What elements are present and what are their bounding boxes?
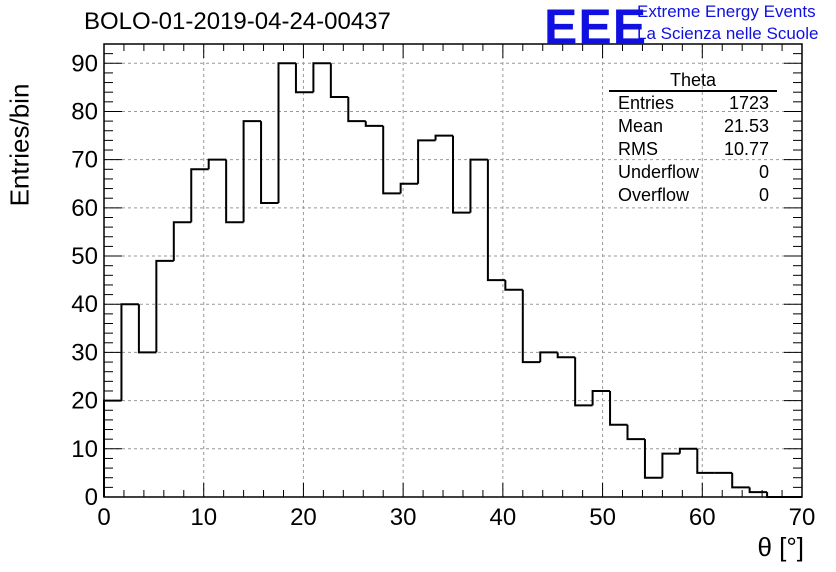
chart-title: BOLO-01-2019-04-24-00437 [84, 8, 391, 35]
histogram-bin [486, 159, 506, 282]
histogram-bin [382, 125, 401, 195]
histogram-bin [417, 139, 436, 184]
y-tick-label: 90 [71, 50, 98, 77]
x-tick-label: 0 [97, 504, 110, 531]
stats-row-overflow: Overflow 0 [609, 184, 777, 207]
stats-title: Theta [609, 70, 777, 92]
histogram-bin [294, 63, 314, 94]
y-tick-label: 30 [71, 339, 98, 366]
histogram-bin [539, 351, 558, 363]
stats-value: 10.77 [723, 139, 769, 159]
stats-label: Mean [618, 116, 664, 136]
histogram-bin [591, 389, 611, 406]
histogram-bin [260, 121, 279, 205]
histogram-bin [504, 280, 523, 291]
histogram-bin [678, 447, 698, 454]
stats-value: 0 [758, 185, 769, 205]
x-tick-label: 20 [290, 504, 317, 531]
histogram-bin [155, 259, 174, 353]
y-tick-label: 80 [71, 98, 98, 125]
y-tick-label: 60 [71, 195, 98, 222]
histogram-bin [277, 62, 296, 204]
histogram-bin [312, 62, 331, 93]
stats-value: 21.53 [723, 116, 769, 136]
histogram-bin [207, 158, 227, 170]
histogram-bin [242, 120, 262, 223]
histogram-bin [626, 424, 645, 441]
stats-value: 1723 [728, 93, 769, 113]
stats-row-mean: Mean 21.53 [609, 115, 777, 138]
histogram-bin [574, 357, 593, 407]
y-tick-label: 10 [71, 436, 98, 463]
stats-label: Entries [618, 93, 675, 113]
histogram-bin [469, 158, 488, 213]
x-tick-label: 60 [689, 504, 716, 531]
histogram-bin [347, 97, 366, 123]
histogram-bin [399, 182, 419, 194]
y-tick-label: 0 [85, 484, 98, 511]
y-tick-label: 70 [71, 147, 98, 174]
stats-row-entries: Entries 1723 [609, 92, 777, 115]
histogram-bin [329, 63, 349, 99]
stats-value: 0 [758, 162, 769, 182]
x-tick-label: 50 [589, 504, 616, 531]
logo-line-2: La Scienza nelle Scuole [637, 24, 819, 43]
histogram-bin [521, 289, 541, 364]
histogram-bin [696, 448, 715, 474]
histogram-bin [452, 135, 471, 214]
histogram-bin [172, 221, 192, 261]
histogram-bin [190, 168, 209, 223]
stats-label: Overflow [618, 185, 690, 205]
x-axis-label: θ [°] [757, 532, 804, 562]
stats-label: RMS [618, 139, 658, 159]
eee-logo: EEE [544, 0, 648, 55]
stats-row-underflow: Underflow 0 [609, 161, 777, 184]
histogram-bin [748, 487, 768, 494]
y-tick-label: 50 [71, 243, 98, 270]
histogram-bin [434, 134, 453, 141]
y-tick-label: 40 [71, 291, 98, 318]
histogram-bin [364, 121, 384, 127]
y-axis-label: Entries/bin [4, 83, 35, 207]
y-tick-label: 20 [71, 388, 98, 415]
stats-box: Theta Entries 1723 Mean 21.53 RMS 10.77 … [609, 70, 777, 207]
histogram-bin [120, 303, 139, 401]
x-tick-label: 30 [390, 504, 417, 531]
stats-label: Underflow [618, 162, 700, 182]
histogram-bin [731, 472, 750, 489]
histogram-bin [643, 439, 663, 479]
x-tick-label: 10 [190, 504, 217, 531]
y-axis-label-box: Entries/bin [4, 84, 36, 207]
histogram-bin [609, 390, 628, 426]
x-tick-label: 70 [789, 504, 816, 531]
histogram-bin [137, 304, 157, 354]
x-tick-label: 40 [490, 504, 517, 531]
histogram-bin [661, 452, 680, 478]
histogram-bin [556, 352, 576, 359]
plot-frame [103, 43, 803, 498]
histogram-bin [225, 159, 244, 224]
logo-line-1: Extreme Energy Events [637, 2, 816, 21]
stats-row-rms: RMS 10.77 [609, 138, 777, 161]
